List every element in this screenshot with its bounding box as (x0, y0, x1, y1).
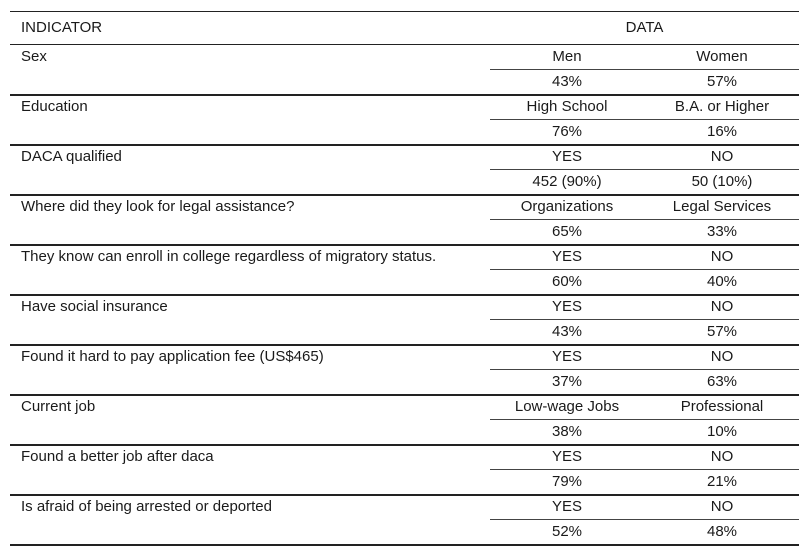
option-label: High School (526, 98, 608, 115)
rule (10, 544, 799, 546)
value-cell: 63% (706, 373, 738, 390)
rule (490, 169, 799, 170)
rule (10, 294, 799, 296)
rule (10, 44, 799, 45)
value-cell: 10% (706, 423, 738, 440)
rule (10, 94, 799, 96)
indicator-cell: Found a better job after daca (21, 448, 214, 465)
option-label: NO (710, 298, 734, 315)
option-label: NO (710, 248, 734, 265)
option-label: YES (551, 248, 582, 265)
value-cell: 37% (551, 373, 583, 390)
rule (490, 469, 799, 470)
rule (10, 194, 799, 196)
option-label: Organizations (520, 198, 614, 215)
value-cell: 60% (551, 273, 583, 290)
indicator-cell: They know can enroll in college regardle… (21, 248, 437, 265)
value-cell: 76% (551, 123, 583, 140)
rule (10, 11, 799, 12)
value-cell: 52% (551, 523, 583, 540)
rule (490, 269, 799, 270)
rule (490, 419, 799, 420)
value-cell: 21% (706, 473, 738, 490)
rule (10, 394, 799, 396)
option-label: Men (552, 48, 582, 65)
option-label: Legal Services (672, 198, 772, 215)
rule (490, 519, 799, 520)
option-label: YES (551, 348, 582, 365)
option-label: NO (710, 498, 734, 515)
value-cell: 38% (551, 423, 583, 440)
rule (490, 319, 799, 320)
option-label: YES (551, 448, 582, 465)
option-label: YES (551, 498, 582, 515)
value-cell: 57% (706, 73, 738, 90)
option-label: Professional (680, 398, 764, 415)
indicator-cell: Where did they look for legal assistance… (21, 198, 295, 215)
rule (490, 219, 799, 220)
value-cell: 57% (706, 323, 738, 340)
value-cell: 48% (706, 523, 738, 540)
indicator-cell: Is afraid of being arrested or deported (21, 498, 272, 515)
indicator-cell: Have social insurance (21, 298, 168, 315)
rule (490, 369, 799, 370)
indicator-cell: Education (21, 98, 88, 115)
header-cell: DATA (625, 19, 664, 36)
indicator-cell: Found it hard to pay application fee (US… (21, 348, 324, 365)
option-label: YES (551, 148, 582, 165)
header-cell: INDICATOR (21, 19, 103, 36)
option-label: YES (551, 298, 582, 315)
indicator-cell: Sex (21, 48, 47, 65)
rule (490, 69, 799, 70)
rule (10, 494, 799, 496)
option-label: Low-wage Jobs (514, 398, 620, 415)
rule (490, 119, 799, 120)
option-label: NO (710, 348, 734, 365)
rule (10, 444, 799, 446)
value-cell: 43% (551, 323, 583, 340)
rule (10, 244, 799, 246)
indicator-cell: Current job (21, 398, 96, 415)
indicator-cell: DACA qualified (21, 148, 122, 165)
value-cell: 50 (10%) (691, 173, 753, 190)
value-cell: 33% (706, 223, 738, 240)
value-cell: 452 (90%) (532, 173, 602, 190)
value-cell: 16% (706, 123, 738, 140)
rule (10, 344, 799, 346)
option-label: Women (696, 48, 748, 65)
option-label: B.A. or Higher (674, 98, 770, 115)
value-cell: 79% (551, 473, 583, 490)
option-label: NO (710, 148, 734, 165)
value-cell: 43% (551, 73, 583, 90)
rule (10, 144, 799, 146)
value-cell: 40% (706, 273, 738, 290)
value-cell: 65% (551, 223, 583, 240)
option-label: NO (710, 448, 734, 465)
